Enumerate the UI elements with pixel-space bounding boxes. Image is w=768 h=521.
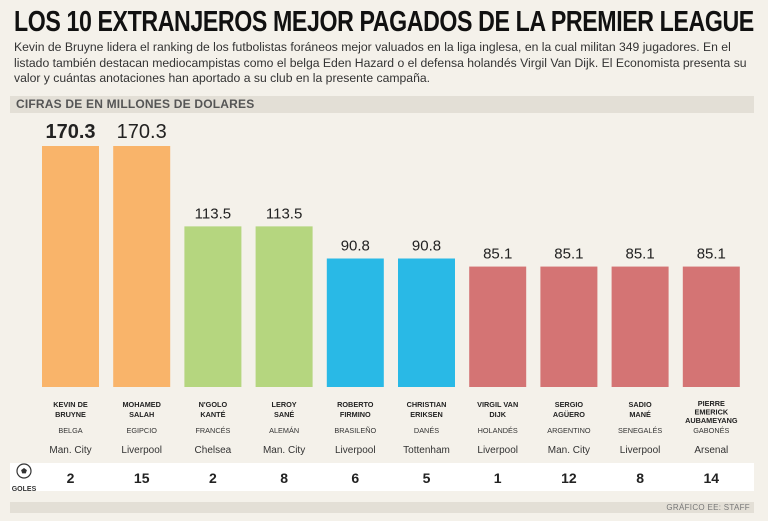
player-goals: 15 bbox=[134, 470, 150, 486]
player-name: KEVIN DE bbox=[53, 400, 88, 409]
chart-title: LOS 10 EXTRANJEROS MEJOR PAGADOS DE LA P… bbox=[14, 6, 754, 38]
bar bbox=[326, 258, 384, 387]
bar bbox=[682, 266, 740, 387]
credit-text: GRÁFICO EE: STAFF bbox=[666, 503, 750, 512]
player-name: PIERRE bbox=[698, 399, 725, 408]
player-goals: 2 bbox=[67, 470, 75, 486]
player-name: ERIKSEN bbox=[410, 410, 442, 419]
player-nationality: HOLANDÉS bbox=[478, 426, 518, 435]
data-label: 90.8 bbox=[341, 238, 370, 255]
data-label: 85.1 bbox=[625, 246, 654, 263]
player-goals: 14 bbox=[704, 470, 720, 486]
player-nationality: DANÉS bbox=[414, 426, 439, 435]
player-goals: 6 bbox=[351, 470, 359, 486]
bar bbox=[469, 266, 527, 387]
data-label: 85.1 bbox=[554, 246, 583, 263]
data-label: 113.5 bbox=[266, 205, 302, 222]
player-nationality: ALEMÁN bbox=[269, 426, 299, 435]
player-nationality: GABONÉS bbox=[693, 426, 729, 435]
soccer-ball-pattern bbox=[21, 468, 27, 474]
data-label: 85.1 bbox=[697, 246, 726, 263]
player-name: AGÜERO bbox=[553, 410, 585, 419]
player-goals: 5 bbox=[423, 470, 431, 486]
player-nationality: FRANCÉS bbox=[195, 426, 230, 435]
player-nationality: ARGENTINO bbox=[547, 426, 591, 435]
data-label: 170.3 bbox=[117, 121, 167, 143]
units-bar: CIFRAS DE EN MILLONES DE DOLARES bbox=[10, 96, 754, 113]
bar bbox=[113, 146, 171, 387]
chart-subtitle: Kevin de Bruyne lidera el ranking de los… bbox=[14, 40, 747, 85]
goals-legend-label: GOLES bbox=[12, 486, 37, 493]
player-goals: 8 bbox=[280, 470, 288, 486]
player-name: DIJK bbox=[489, 410, 506, 419]
data-label: 113.5 bbox=[195, 205, 231, 222]
player-nationality: EGIPCIO bbox=[126, 426, 157, 435]
player-name: VIRGIL VAN bbox=[477, 400, 518, 409]
player-nationality: SENEGALÉS bbox=[618, 426, 662, 435]
player-nationality: BELGA bbox=[58, 426, 82, 435]
player-club: Liverpool bbox=[620, 445, 661, 456]
player-name: MANÉ bbox=[629, 410, 651, 419]
player-name: N'GOLO bbox=[199, 400, 228, 409]
units-label: CIFRAS DE EN MILLONES DE DOLARES bbox=[16, 97, 255, 111]
player-club: Liverpool bbox=[335, 445, 376, 456]
player-name: SALAH bbox=[129, 410, 154, 419]
bar bbox=[398, 258, 455, 387]
player-goals: 2 bbox=[209, 470, 217, 486]
player-goals: 1 bbox=[494, 470, 502, 486]
player-name: CHRISTIAN bbox=[407, 400, 447, 409]
player-name: SADIO bbox=[629, 400, 652, 409]
bar bbox=[184, 226, 242, 387]
bar bbox=[255, 226, 313, 387]
footer-bar bbox=[10, 502, 754, 513]
data-label: 85.1 bbox=[483, 246, 512, 263]
player-name: KANTÉ bbox=[200, 410, 225, 419]
player-name: LEROY bbox=[272, 400, 297, 409]
goals-row-background bbox=[10, 463, 754, 491]
player-club: Liverpool bbox=[121, 445, 162, 456]
bar bbox=[540, 266, 598, 387]
player-name: ROBERTO bbox=[337, 400, 374, 409]
data-label: 170.3 bbox=[45, 121, 95, 143]
player-name: MOHAMED bbox=[122, 400, 161, 409]
player-name: SERGIO bbox=[555, 400, 584, 409]
player-club: Chelsea bbox=[195, 445, 232, 456]
player-club: Liverpool bbox=[477, 445, 518, 456]
player-name: SANÉ bbox=[274, 410, 294, 419]
player-club: Tottenham bbox=[403, 445, 450, 456]
player-club: Man. City bbox=[49, 445, 91, 456]
player-name: FIRMINO bbox=[340, 410, 371, 419]
player-club: Arsenal bbox=[694, 445, 728, 456]
player-goals: 12 bbox=[561, 470, 577, 486]
player-goals: 8 bbox=[636, 470, 644, 486]
bar bbox=[611, 266, 669, 387]
player-name: AUBAMEYANG bbox=[685, 416, 738, 425]
player-club: Man. City bbox=[263, 445, 305, 456]
player-nationality: BRASILEÑO bbox=[334, 426, 376, 435]
player-name: EMERICK bbox=[694, 408, 728, 417]
bar bbox=[42, 146, 99, 387]
player-name: BRUYNE bbox=[55, 410, 86, 419]
data-label: 90.8 bbox=[412, 238, 441, 255]
player-club: Man. City bbox=[548, 445, 590, 456]
